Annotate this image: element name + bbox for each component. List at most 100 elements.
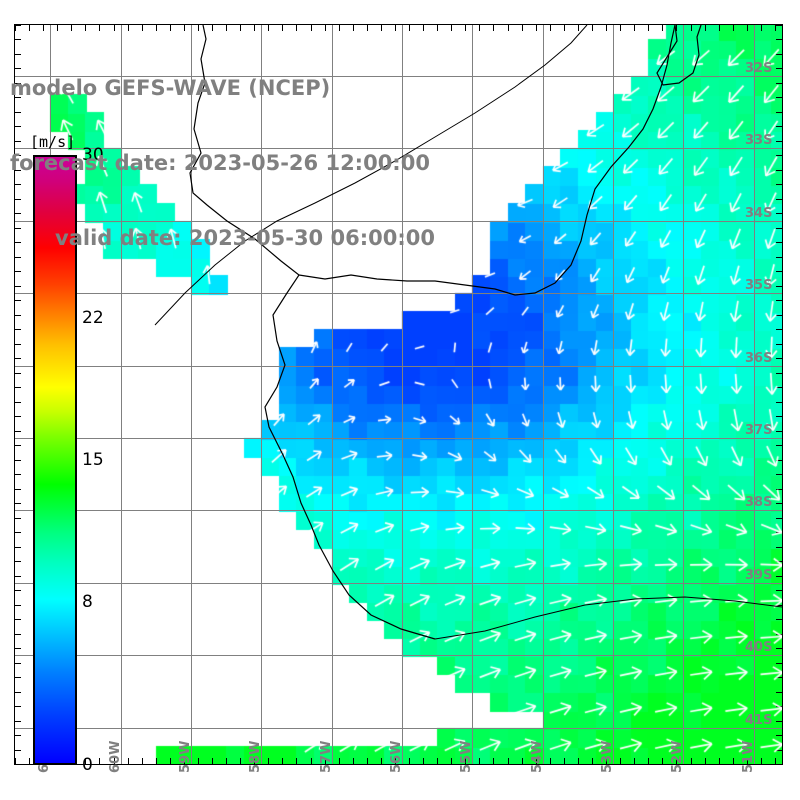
colorbar-tick-8: 8 [82, 592, 93, 613]
axis-tick-x [592, 25, 593, 31]
axis-tick-y [776, 141, 782, 142]
axis-tick-y [776, 402, 782, 403]
axis-tick-y [15, 286, 21, 287]
axis-tick-y [15, 721, 21, 722]
axis-tick-y [776, 97, 782, 98]
axis-tick-y [776, 68, 782, 69]
axis-tick-y [776, 344, 782, 345]
axis-tick-y [776, 692, 782, 693]
axis-tick-x [733, 758, 734, 764]
axis-tick-y [15, 460, 21, 461]
axis-tick-x [437, 758, 438, 764]
axis-tick-y [776, 126, 782, 127]
axis-tick-x [156, 758, 157, 764]
axis-tick-x [634, 25, 635, 31]
colorbar-tick-15: 15 [82, 450, 104, 470]
axis-tick-y [15, 576, 21, 577]
axis-tick-y [776, 634, 782, 635]
axis-tick-y [776, 590, 782, 591]
axis-tick-y [15, 431, 21, 432]
lat-tick-label-37S: 37S [745, 422, 773, 438]
axis-tick-y [776, 677, 782, 678]
lon-tick-label-58W: 58W [248, 740, 264, 773]
axis-tick-y [776, 445, 782, 446]
axis-tick-y [776, 199, 782, 200]
axis-tick-x [339, 758, 340, 764]
axis-tick-y [776, 170, 782, 171]
axis-tick-x [648, 758, 649, 764]
model-title: modelo GEFS-WAVE (NCEP) [10, 76, 331, 100]
axis-tick-x [719, 25, 720, 31]
axis-tick-y [776, 619, 782, 620]
axis-tick-y [776, 257, 782, 258]
title-block: modelo GEFS-WAVE (NCEP) forecast date: 2… [10, 26, 480, 276]
axis-tick-y [776, 39, 782, 40]
lon-tick-label-59W: 59W [177, 740, 193, 773]
gridline-lat-38S [15, 510, 782, 511]
axis-tick-x [522, 25, 523, 31]
lat-tick-label-38S: 38S [745, 495, 773, 511]
lon-tick-label-55W: 55W [459, 740, 475, 773]
gridline-lon-54W [543, 25, 544, 764]
axis-tick-y [776, 663, 782, 664]
axis-tick-x [761, 25, 762, 31]
axis-tick-x [564, 25, 565, 31]
axis-tick-x [142, 758, 143, 764]
axis-tick-y [15, 358, 21, 359]
axis-tick-x [508, 25, 509, 31]
axis-tick-x [508, 758, 509, 764]
axis-tick-x [311, 758, 312, 764]
axis-tick-x [423, 758, 424, 764]
axis-tick-x [676, 25, 677, 31]
gridline-lat-41S [15, 728, 782, 729]
axis-tick-y [776, 184, 782, 185]
axis-tick-y [15, 648, 21, 649]
forecast-date: forecast date: 2023-05-26 12:00:00 [10, 151, 430, 175]
lat-tick-label-39S: 39S [745, 567, 773, 583]
axis-tick-x [733, 25, 734, 31]
axis-tick-x [493, 758, 494, 764]
axis-tick-y [776, 25, 782, 26]
axis-tick-x [648, 25, 649, 31]
axis-tick-y [776, 605, 782, 606]
axis-tick-x [564, 758, 565, 764]
axis-tick-y [15, 300, 21, 301]
axis-tick-x [198, 758, 199, 764]
axis-tick-y [15, 387, 21, 388]
axis-tick-y [776, 373, 782, 374]
axis-tick-x [522, 758, 523, 764]
axis-tick-y [776, 518, 782, 519]
axis-tick-y [776, 155, 782, 156]
axis-tick-y [776, 735, 782, 736]
axis-tick-x [620, 25, 621, 31]
axis-tick-x [99, 758, 100, 764]
axis-tick-y [776, 648, 782, 649]
axis-tick-y [776, 532, 782, 533]
axis-tick-x [268, 758, 269, 764]
axis-tick-y [15, 416, 21, 417]
axis-tick-x [226, 758, 227, 764]
axis-tick-y [15, 706, 21, 707]
axis-tick-x [128, 758, 129, 764]
axis-tick-y [776, 706, 782, 707]
axis-tick-y [776, 242, 782, 243]
axis-tick-x [170, 758, 171, 764]
axis-tick-x [634, 758, 635, 764]
axis-tick-y [15, 605, 21, 606]
axis-tick-y [15, 750, 21, 751]
axis-tick-y [15, 619, 21, 620]
gridline-lat-37S [15, 438, 782, 439]
axis-tick-x [367, 758, 368, 764]
axis-tick-x [691, 25, 692, 31]
axis-tick-y [776, 358, 782, 359]
axis-tick-y [15, 518, 21, 519]
axis-tick-y [15, 692, 21, 693]
lat-tick-label-35S: 35S [745, 278, 773, 294]
lon-tick-label-56W: 56W [389, 740, 405, 773]
axis-tick-x [550, 758, 551, 764]
gridline-lon-52W [683, 25, 684, 764]
axis-tick-x [761, 758, 762, 764]
colorbar-tick-22: 22 [82, 307, 104, 328]
lat-tick-label-41S: 41S [745, 712, 773, 728]
axis-tick-y [776, 387, 782, 388]
